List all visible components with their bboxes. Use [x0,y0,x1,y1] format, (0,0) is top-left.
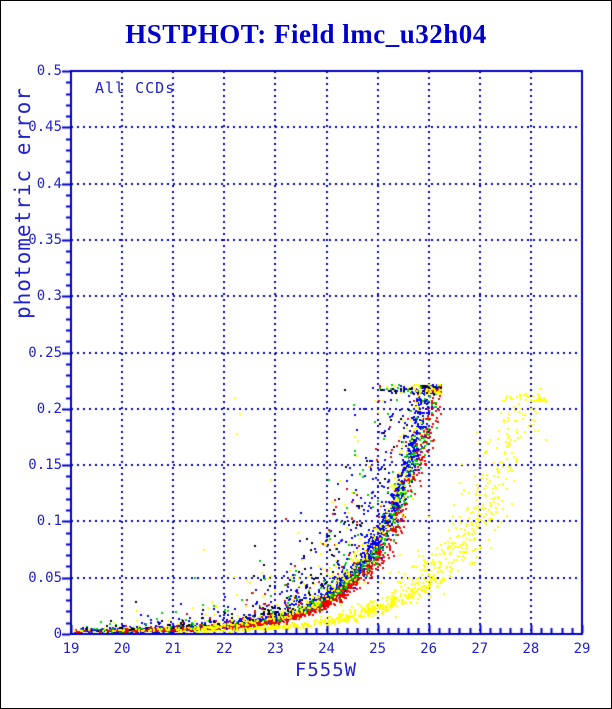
x-tick-label: 19 [62,641,80,657]
y-tick-label: 0.4 [36,175,62,192]
x-tick-label: 24 [318,641,335,657]
x-tick-label: 28 [522,641,540,657]
y-tick-label: 0.25 [28,344,62,361]
y-tick-label: 0.05 [28,569,62,586]
x-tick-label: 29 [573,641,591,657]
y-tick-label: 0.2 [36,400,62,417]
annotation-all-ccds: All CCDs [95,79,176,97]
x-tick-label: 22 [215,641,233,657]
y-tick-label: 0.5 [36,63,62,79]
x-tick-label: 20 [113,641,131,657]
x-tick-label: 23 [266,641,284,657]
chart-title: HSTPHOT: Field lmc_u32h04 [125,19,487,49]
x-tick-label: 25 [369,641,387,657]
x-tick-label: 26 [420,641,438,657]
y-tick-label: 0.35 [28,231,62,248]
y-tick-label: 0.45 [28,119,62,136]
x-axis-label: F555W [294,659,358,681]
y-tick-label: 0.15 [28,457,62,474]
x-tick-label: 21 [164,641,182,657]
x-tick-label: 27 [471,641,489,657]
y-tick-label: 0.3 [36,288,62,305]
y-tick-label: 0.1 [36,513,62,530]
y-tick-label: 0 [53,626,62,642]
